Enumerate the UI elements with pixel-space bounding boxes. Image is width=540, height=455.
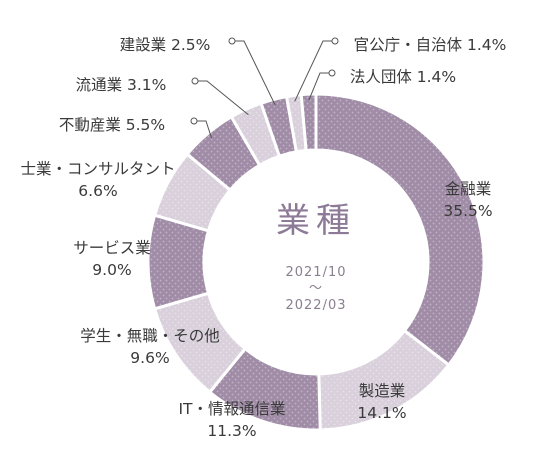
slice-10-texture [301, 94, 316, 151]
leader-dot-7 [191, 77, 199, 85]
leader-dot-9 [331, 37, 339, 45]
slice-label-9: 官公庁・自治体 1.4% [354, 36, 507, 54]
slice-name-2: IT・情報通信業 [178, 400, 285, 418]
leader-line-9 [294, 40, 335, 102]
slice-value-4: 9.0% [92, 261, 131, 279]
leader-dot-10 [328, 69, 336, 77]
slice-0-texture [316, 94, 485, 365]
chart-title: 業種 [276, 201, 356, 241]
leader-line-7 [195, 80, 249, 116]
slice-4-texture [147, 215, 209, 309]
leader-dot-6 [190, 117, 198, 125]
slice-value-3: 9.6% [130, 349, 169, 367]
slice-2-texture [209, 348, 321, 430]
leader-line-10 [308, 72, 332, 101]
leader-dot-8 [228, 37, 236, 45]
slice-label-8: 建設業 2.5% [120, 36, 211, 54]
slice-value-5: 6.6% [78, 182, 117, 200]
slice-label-6: 不動産業 5.5% [59, 116, 165, 134]
slice-8-texture [261, 96, 297, 157]
slice-label-10: 法人団体 1.4% [350, 68, 456, 86]
slice-value-1: 14.1% [357, 404, 406, 422]
slice-value-0: 35.5% [443, 202, 492, 220]
slice-label-7: 流通業 3.1% [76, 76, 167, 94]
period-start: 2021/10 [285, 265, 346, 280]
slice-name-0: 金融業 [445, 180, 492, 198]
slice-name-4: サービス業 [73, 239, 151, 257]
period-separator: ～ [309, 281, 323, 296]
slice-1-texture [318, 330, 449, 430]
period-end: 2022/03 [285, 298, 346, 313]
slice-5-texture [154, 154, 231, 231]
slice-name-3: 学生・無職・その他 [80, 327, 220, 345]
slice-name-5: 士業・コンサルタント [20, 160, 175, 178]
slice-name-1: 製造業 [359, 382, 406, 400]
slice-value-2: 11.3% [207, 422, 256, 440]
slice-3-texture [154, 293, 246, 393]
leader-line-6 [194, 120, 213, 139]
leader-line-8 [232, 40, 276, 106]
slice-7-texture [231, 103, 280, 166]
